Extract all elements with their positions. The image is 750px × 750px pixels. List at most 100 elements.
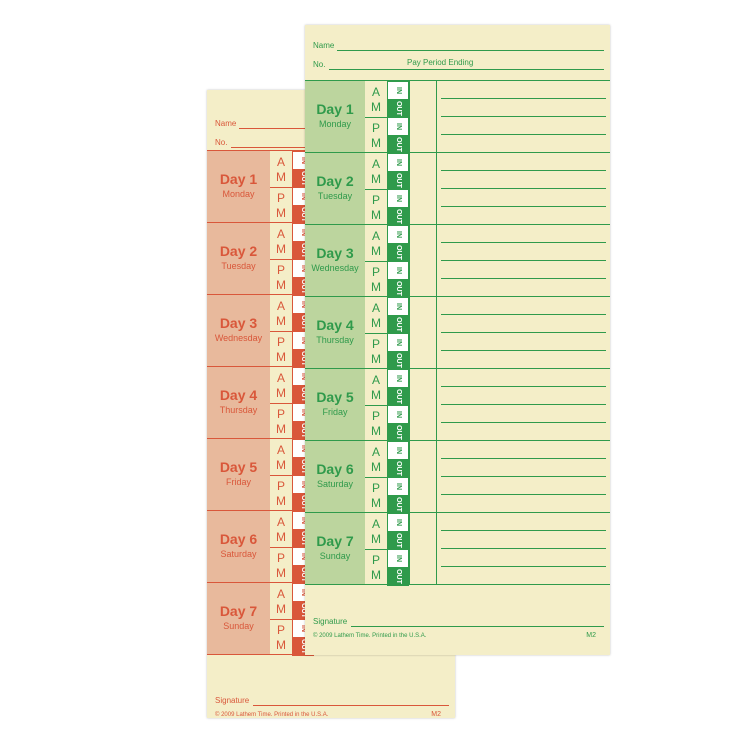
in-label: IN (387, 549, 409, 568)
entry-line (441, 458, 606, 459)
am-label: AM (369, 445, 383, 475)
entry-line (441, 206, 606, 207)
name-label: Name (313, 41, 335, 50)
front-time-card: Name No. Pay Period Ending Day 1 Monday AM PM I… (305, 25, 610, 655)
in-label: IN (387, 189, 409, 208)
am-label: AM (274, 155, 288, 185)
day-shade (305, 225, 365, 297)
pm-label: PM (274, 551, 288, 581)
weekday-label: Thursday (316, 335, 354, 345)
blank-col (409, 153, 437, 225)
form-code: M2 (586, 632, 596, 639)
pm-label: PM (274, 191, 288, 221)
day-label: Day 4 (219, 387, 258, 403)
out-label: OUT (387, 99, 409, 118)
day-shade (207, 151, 270, 223)
pm-label: PM (369, 553, 383, 583)
io-text: OUT (394, 137, 402, 152)
weekday-label: Tuesday (317, 191, 353, 201)
entry-line (441, 404, 606, 405)
no-label: No. (215, 138, 228, 147)
signature-line (351, 626, 604, 627)
entry-line (441, 188, 606, 189)
in-label: IN (387, 405, 409, 424)
io-text: IN (394, 411, 402, 418)
io-text: IN (394, 555, 402, 562)
out-label: OUT (387, 315, 409, 334)
pm-label: PM (369, 193, 383, 223)
copyright: © 2009 Lathem Time. Printed in the U.S.A… (215, 712, 329, 718)
day-label: Day 5 (316, 389, 354, 405)
day-label: Day 4 (316, 317, 354, 333)
am-label: AM (369, 229, 383, 259)
blank-col (409, 81, 437, 153)
day-row: Day 7 Sunday AM PM IN OUT IN OUT (305, 512, 610, 586)
am-label: AM (274, 227, 288, 257)
no-label: No. (313, 60, 326, 69)
entry-line (441, 548, 606, 549)
day-row: Day 2 Tuesday AM PM IN OUT IN OUT (305, 152, 610, 226)
pm-label: PM (369, 409, 383, 439)
day-shade (207, 295, 270, 367)
day-shade (305, 369, 365, 441)
weekday-label: Friday (225, 477, 251, 487)
name-line (337, 50, 604, 51)
day-shade (305, 81, 365, 153)
am-label: AM (274, 515, 288, 545)
weekday-label: Sunday (223, 621, 254, 631)
io-text: IN (394, 87, 402, 94)
signature-line (253, 705, 449, 706)
in-label: IN (387, 117, 409, 136)
blank-col (409, 225, 437, 297)
pm-label: PM (274, 407, 288, 437)
blank-col (409, 441, 437, 513)
io-text: OUT (394, 569, 402, 584)
period-label: Pay Period Ending (405, 58, 476, 67)
day-shade (305, 441, 365, 513)
entry-line (441, 476, 606, 477)
day-label: Day 6 (316, 461, 354, 477)
io-text: OUT (394, 389, 402, 404)
entry-line (441, 314, 606, 315)
signature-label: Signature (313, 617, 348, 626)
io-text: IN (394, 519, 402, 526)
io-text: OUT (394, 173, 402, 188)
entry-line (441, 260, 606, 261)
entry-line (441, 98, 606, 99)
entry-line (441, 134, 606, 135)
am-label: AM (369, 301, 383, 331)
pm-label: PM (369, 337, 383, 367)
am-label: AM (274, 587, 288, 617)
weekday-label: Sunday (319, 551, 351, 561)
day-row: Day 3 Wednesday AM PM IN OUT IN OUT (305, 224, 610, 298)
weekday-label: Thursday (219, 405, 258, 415)
in-label: IN (387, 261, 409, 280)
in-label: IN (387, 153, 409, 172)
out-label: OUT (387, 243, 409, 262)
io-text: OUT (394, 461, 402, 476)
weekday-label: Saturday (220, 549, 257, 559)
entry-line (441, 170, 606, 171)
io-text: OUT (394, 497, 402, 512)
entry-line (441, 530, 606, 531)
day-label: Day 7 (219, 603, 258, 619)
am-label: AM (369, 517, 383, 547)
day-label: Day 5 (219, 459, 258, 475)
day-row: Day 1 Monday AM PM IN OUT IN OUT (305, 80, 610, 154)
pm-label: PM (274, 335, 288, 365)
form-code: M2 (431, 711, 441, 718)
weekday-label: Saturday (316, 479, 354, 489)
blank-col (409, 513, 437, 585)
entry-line (441, 350, 606, 351)
out-label: OUT (387, 387, 409, 406)
day-shade (207, 511, 270, 583)
pm-label: PM (274, 263, 288, 293)
io-text: OUT (394, 353, 402, 368)
am-label: AM (369, 85, 383, 115)
io-text: OUT (394, 101, 402, 116)
entry-line (441, 386, 606, 387)
day-label: Day 6 (219, 531, 258, 547)
day-shade (305, 297, 365, 369)
day-label: Day 3 (219, 315, 258, 331)
blank-col (409, 297, 437, 369)
